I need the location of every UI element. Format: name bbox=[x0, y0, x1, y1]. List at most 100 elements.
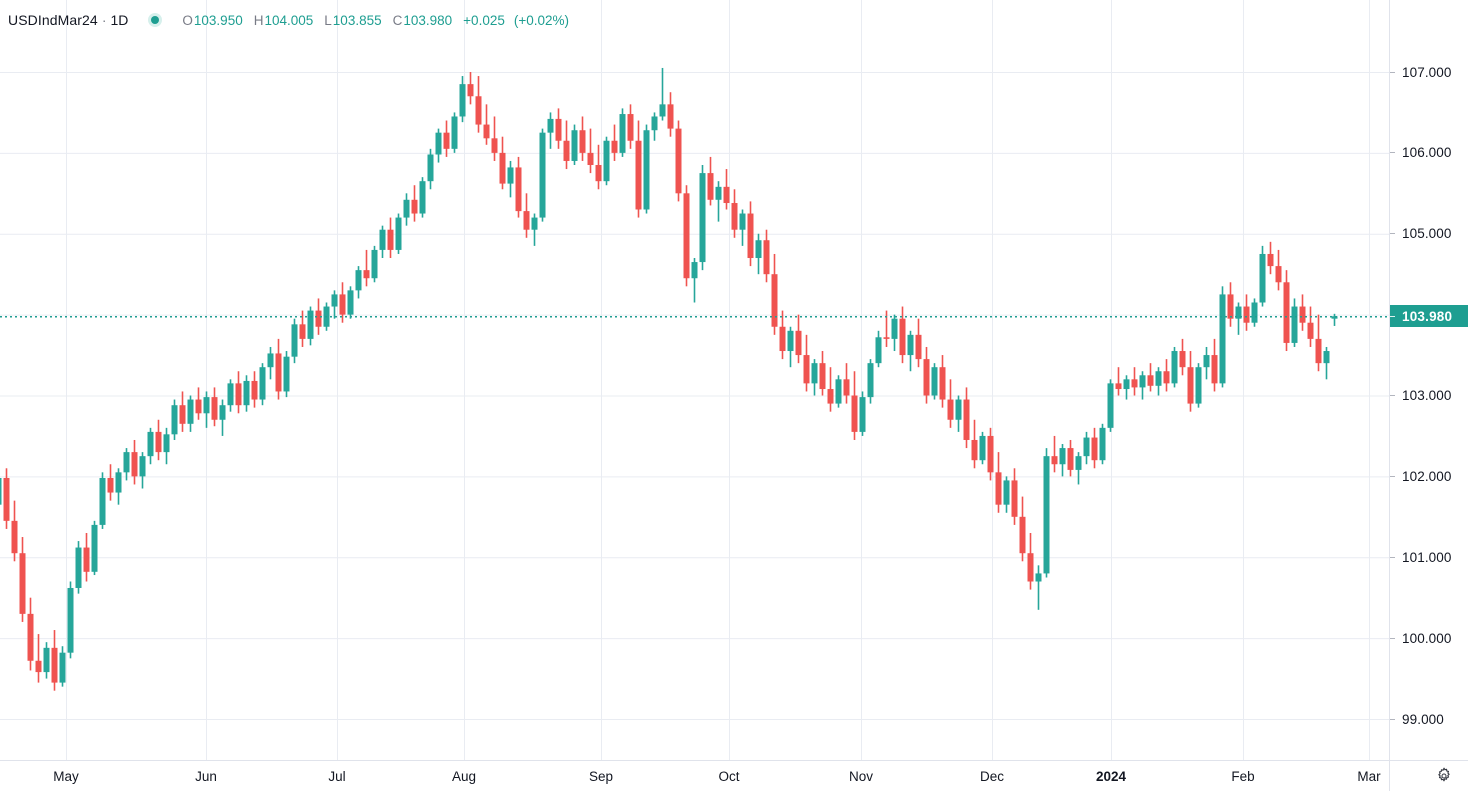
candle-body bbox=[667, 104, 674, 129]
candle bbox=[355, 266, 362, 299]
candle bbox=[619, 108, 626, 157]
candle-body bbox=[347, 290, 354, 315]
candle-body bbox=[563, 140, 570, 161]
candle bbox=[675, 120, 682, 202]
candle-body bbox=[851, 395, 858, 432]
candle-body bbox=[1307, 322, 1314, 339]
candle bbox=[987, 427, 994, 481]
candle bbox=[515, 156, 522, 218]
time-axis[interactable]: May Jun Jul Aug Sep Oct Nov Dec 2024 Feb Mar bbox=[0, 760, 1468, 791]
candle-body bbox=[1059, 448, 1066, 465]
price-axis-label: 99.000 bbox=[1402, 711, 1444, 727]
candle-body bbox=[779, 326, 786, 352]
candle bbox=[83, 532, 90, 582]
candle bbox=[699, 165, 706, 271]
candle-body bbox=[1171, 351, 1178, 384]
candle bbox=[115, 468, 122, 505]
candle-body bbox=[1323, 351, 1330, 364]
candle-body bbox=[1299, 306, 1306, 323]
candle bbox=[0, 477, 2, 505]
gear-icon[interactable] bbox=[1435, 767, 1453, 785]
candle-body bbox=[1091, 437, 1098, 461]
candle-body bbox=[907, 334, 914, 356]
candle-body bbox=[131, 452, 138, 477]
candle-body bbox=[3, 477, 10, 521]
price-tick-dash bbox=[1390, 233, 1395, 235]
candle-body bbox=[123, 452, 130, 473]
candle-body bbox=[1187, 367, 1194, 404]
price-axis-tick: 107.000 bbox=[1390, 64, 1468, 80]
candle-body bbox=[291, 324, 298, 357]
candle bbox=[539, 128, 546, 222]
candle-body bbox=[1179, 351, 1186, 368]
candle-body bbox=[0, 477, 2, 505]
circle-dot-icon bbox=[148, 13, 163, 27]
time-axis-label: Feb bbox=[1231, 769, 1255, 784]
candle-body bbox=[139, 456, 146, 477]
candle-body bbox=[555, 118, 562, 141]
interval-label[interactable]: 1D bbox=[110, 12, 129, 28]
current-price-badge[interactable]: 103.980 bbox=[1390, 305, 1468, 328]
candle-body bbox=[619, 114, 626, 153]
candle bbox=[267, 346, 274, 380]
candle bbox=[1011, 468, 1018, 525]
candle-body bbox=[67, 587, 74, 653]
candle bbox=[555, 108, 562, 149]
ohlc-open-label: O bbox=[182, 12, 193, 28]
candle bbox=[1099, 423, 1106, 465]
candle bbox=[1131, 367, 1138, 396]
circle-dot-icon-core bbox=[151, 16, 160, 24]
candle bbox=[67, 581, 74, 659]
price-axis-label: 103.000 bbox=[1402, 388, 1452, 403]
candle bbox=[1067, 439, 1074, 477]
chart-legend[interactable]: USDIndMar24 · 1D O 103.950 H 104.005 L 1… bbox=[8, 11, 569, 29]
candle bbox=[571, 124, 578, 166]
candle-body bbox=[219, 405, 226, 420]
candle-body bbox=[1267, 253, 1274, 267]
candle-body bbox=[155, 431, 162, 453]
candle-body bbox=[971, 439, 978, 461]
candle bbox=[1211, 338, 1218, 392]
candle-body bbox=[379, 229, 386, 250]
candle-body bbox=[1251, 302, 1258, 323]
candle bbox=[1235, 302, 1242, 335]
candle bbox=[995, 452, 1002, 513]
price-axis-tick: 99.000 bbox=[1390, 711, 1468, 727]
candle-body bbox=[627, 114, 634, 141]
candle bbox=[939, 355, 946, 408]
candle bbox=[931, 363, 938, 400]
candle bbox=[307, 306, 314, 346]
candle-body bbox=[1291, 306, 1298, 343]
candle bbox=[147, 427, 154, 465]
candle-body bbox=[1035, 573, 1042, 582]
candle bbox=[1155, 367, 1162, 396]
candle-body bbox=[731, 203, 738, 230]
series-visibility-toggle[interactable] bbox=[142, 11, 168, 29]
candle-body bbox=[443, 132, 450, 149]
candle-body bbox=[899, 318, 906, 356]
ohlc-high-label: H bbox=[253, 12, 264, 28]
candle-body bbox=[747, 213, 754, 259]
candle-body bbox=[843, 379, 850, 396]
candle bbox=[1219, 286, 1226, 388]
price-axis[interactable]: 108.000107.000106.000105.000104.000103.0… bbox=[1389, 0, 1468, 760]
candle bbox=[107, 464, 114, 501]
candle-body bbox=[43, 647, 50, 673]
candle-body bbox=[51, 647, 58, 683]
candle-body bbox=[771, 274, 778, 327]
candle-body bbox=[59, 652, 66, 683]
candle-body bbox=[451, 116, 458, 149]
candle bbox=[1323, 346, 1330, 380]
candle bbox=[1203, 346, 1210, 380]
candle bbox=[451, 112, 458, 153]
candle bbox=[643, 124, 650, 214]
candlestick-plot[interactable] bbox=[0, 0, 1389, 760]
candle bbox=[235, 371, 242, 414]
candle-body bbox=[371, 249, 378, 279]
candle-body bbox=[483, 124, 490, 139]
candle-body bbox=[795, 330, 802, 356]
candle bbox=[1291, 298, 1298, 347]
candle-body bbox=[595, 165, 602, 182]
candle-body bbox=[1107, 383, 1114, 428]
symbol-title[interactable]: USDIndMar24 bbox=[8, 12, 98, 28]
